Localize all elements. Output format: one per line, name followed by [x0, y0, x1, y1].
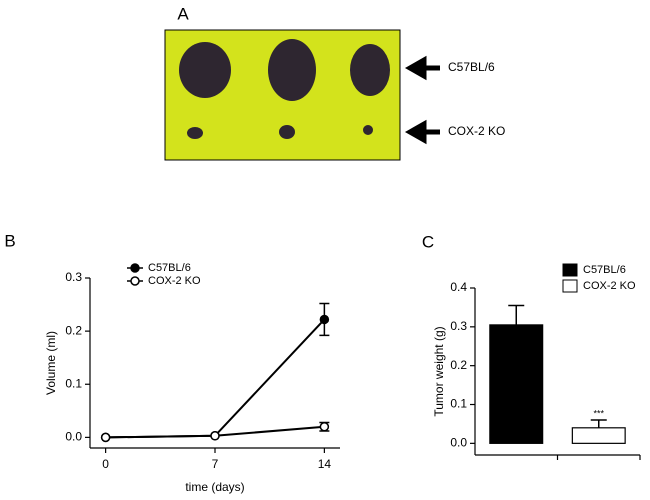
marker [210, 431, 220, 441]
x-tick-label: 0 [102, 457, 109, 471]
legend-marker [130, 276, 140, 286]
bar [489, 324, 544, 444]
marker [319, 314, 330, 325]
marker [319, 422, 330, 432]
y-tick-label: 0.2 [450, 358, 467, 372]
panel-label: C [422, 232, 434, 251]
y-tick-label: 0.2 [65, 323, 82, 337]
arrow [404, 119, 440, 145]
legend-swatch [562, 263, 578, 277]
x-axis-label: time (days) [185, 480, 244, 494]
y-tick-label: 0.0 [65, 430, 82, 444]
x-tick-label: 7 [212, 457, 219, 471]
photo [164, 29, 401, 161]
legend-label: COX-2 KO [583, 280, 636, 292]
panel-label: B [4, 231, 15, 250]
annotation: *** [593, 408, 604, 418]
arrow [404, 55, 440, 81]
legend-label: COX-2 KO [148, 275, 201, 287]
y-axis-label: Volume (ml) [44, 331, 58, 395]
y-tick-label: 0.3 [65, 270, 82, 284]
legend-marker [130, 263, 140, 273]
legend-swatch [562, 279, 578, 293]
error-bar [590, 419, 607, 428]
line [105, 318, 326, 439]
y-tick-label: 0.1 [65, 376, 82, 390]
panel-label: A [177, 4, 189, 23]
photo-label: COX-2 KO [448, 124, 505, 138]
error-bar [508, 304, 525, 325]
y-axis-label: Tumor weight (g) [432, 326, 446, 416]
y-tick-label: 0.3 [450, 319, 467, 333]
x-tick-label: 14 [318, 457, 332, 471]
bar [571, 427, 626, 444]
y-tick-label: 0.0 [450, 436, 467, 450]
y-tick-label: 0.4 [450, 280, 467, 294]
legend-label: C57BL/6 [148, 262, 191, 274]
marker [100, 432, 111, 443]
y-tick-label: 0.1 [450, 397, 467, 411]
photo-label: C57BL/6 [448, 60, 495, 74]
legend-label: C57BL/6 [583, 264, 626, 276]
